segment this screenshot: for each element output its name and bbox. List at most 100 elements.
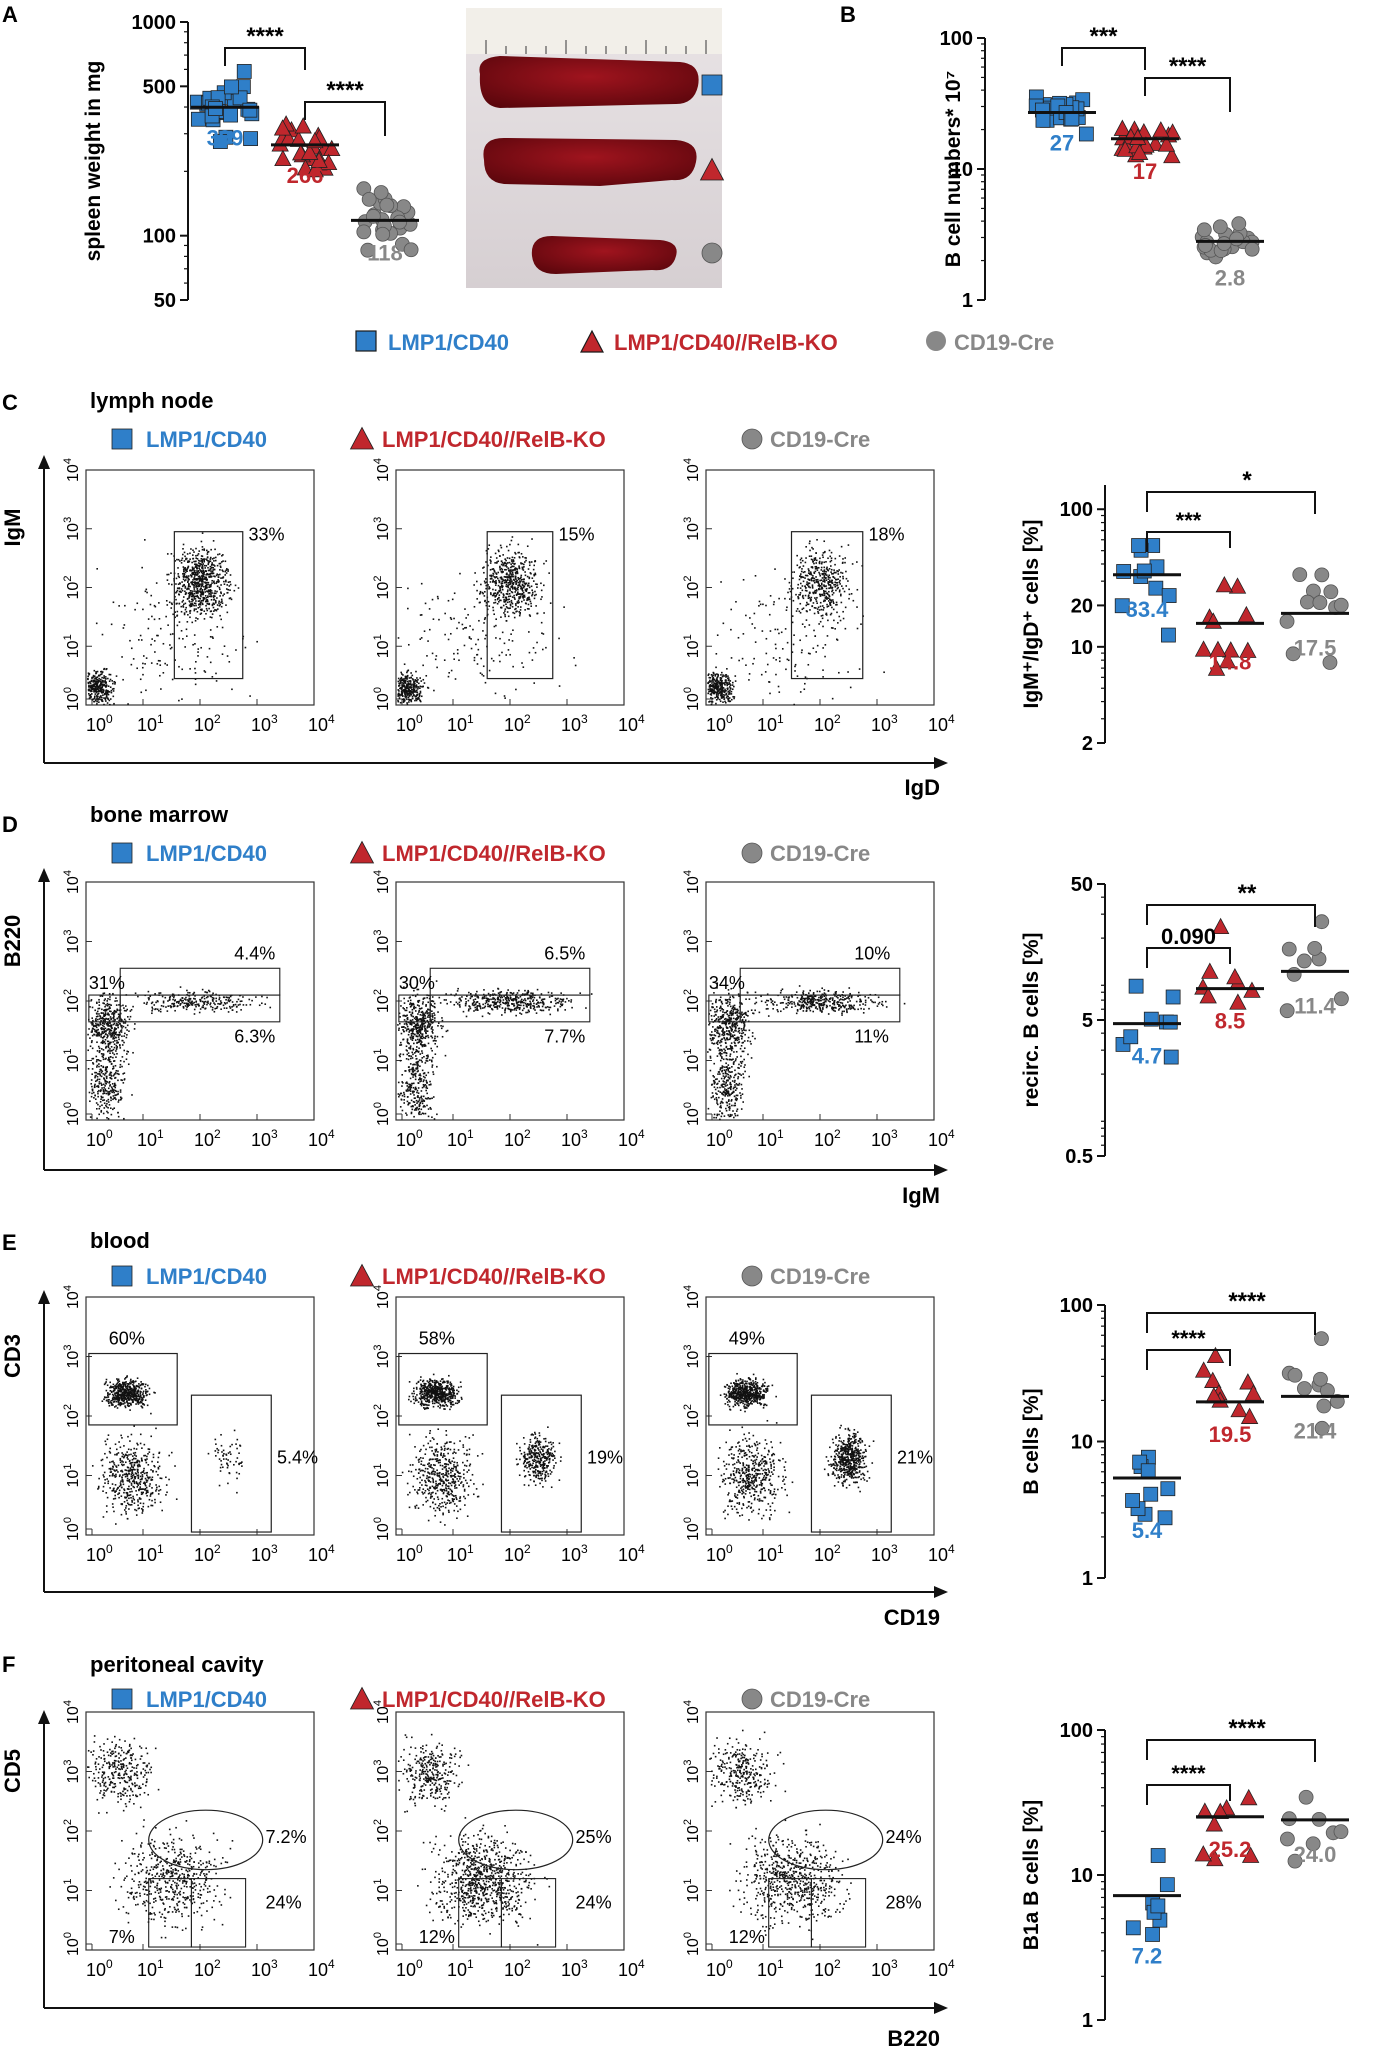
event-dot xyxy=(507,602,509,604)
event-dot xyxy=(116,1004,118,1006)
x-tick-exp: 0 xyxy=(726,712,733,726)
event-dot xyxy=(437,1036,439,1038)
event-dot xyxy=(206,565,208,567)
event-dot xyxy=(110,1016,112,1018)
event-dot xyxy=(200,593,202,595)
event-dot xyxy=(109,1061,111,1063)
event-dot xyxy=(509,590,511,592)
event-dot xyxy=(214,590,216,592)
event-dot xyxy=(91,999,93,1001)
event-dot xyxy=(183,604,185,606)
y-tick-exp: 0 xyxy=(62,687,74,693)
event-dot xyxy=(516,594,518,596)
event-dot xyxy=(181,611,183,613)
event-dot xyxy=(419,1035,421,1037)
event-dot xyxy=(111,680,113,682)
x-tick-label: 103 xyxy=(251,1127,278,1150)
event-dot xyxy=(427,1024,429,1026)
event-dot xyxy=(232,1009,234,1011)
event-dot xyxy=(109,999,111,1001)
event-dot xyxy=(720,581,722,583)
event-dot xyxy=(710,697,712,699)
spleen-photo xyxy=(466,8,722,288)
event-dot xyxy=(832,594,834,596)
event-dot xyxy=(483,622,485,624)
event-dot xyxy=(515,603,517,605)
event-dot xyxy=(425,1090,427,1092)
event-dot xyxy=(408,1059,410,1061)
event-dot xyxy=(527,608,529,610)
event-dot xyxy=(98,999,100,1001)
event-dot xyxy=(428,1116,430,1118)
event-dot xyxy=(220,1000,222,1002)
event-dot xyxy=(803,565,805,567)
event-dot xyxy=(457,649,459,651)
event-dot xyxy=(410,1063,412,1065)
event-dot xyxy=(773,601,775,603)
event-dot xyxy=(826,568,828,570)
event-dot xyxy=(401,1099,403,1101)
event-dot xyxy=(422,1070,424,1072)
event-dot xyxy=(136,602,138,604)
event-dot xyxy=(221,606,223,608)
event-dot xyxy=(210,586,212,588)
event-dot xyxy=(220,619,222,621)
event-dot xyxy=(104,1085,106,1087)
event-dot xyxy=(729,690,731,692)
event-dot xyxy=(211,564,213,566)
event-dot xyxy=(399,688,401,690)
event-dot xyxy=(151,1012,153,1014)
event-dot xyxy=(105,699,107,701)
event-dot xyxy=(559,685,561,687)
event-dot xyxy=(512,612,514,614)
event-dot xyxy=(191,1001,193,1003)
event-dot xyxy=(425,1080,427,1082)
event-dot xyxy=(220,602,222,604)
event-dot xyxy=(512,574,514,576)
event-dot xyxy=(399,1056,401,1058)
event-dot xyxy=(190,548,192,550)
event-dot xyxy=(774,629,776,631)
event-dot xyxy=(789,588,791,590)
x-tick-label: 102 xyxy=(194,1127,221,1150)
event-dot xyxy=(151,616,153,618)
event-dot xyxy=(186,1009,188,1011)
event-dot xyxy=(405,1070,407,1072)
event-dot xyxy=(102,1012,104,1014)
event-dot xyxy=(121,656,123,658)
event-dot xyxy=(123,1118,125,1120)
event-dot xyxy=(812,577,814,579)
event-dot xyxy=(167,579,169,581)
event-dot xyxy=(223,1004,225,1006)
event-dot xyxy=(185,609,187,611)
event-dot xyxy=(96,1002,98,1004)
event-dot xyxy=(202,549,204,551)
event-dot xyxy=(98,701,100,703)
event-dot xyxy=(229,589,231,591)
event-dot xyxy=(177,1005,179,1007)
event-dot xyxy=(197,651,199,653)
event-dot xyxy=(99,1008,101,1010)
event-dot xyxy=(113,1107,115,1109)
event-dot xyxy=(123,627,125,629)
event-dot xyxy=(423,1076,425,1078)
event-dot xyxy=(406,1089,408,1091)
event-dot xyxy=(522,597,524,599)
event-dot xyxy=(199,598,201,600)
event-dot xyxy=(436,1046,438,1048)
event-dot xyxy=(426,1013,428,1015)
event-dot xyxy=(227,612,229,614)
event-dot xyxy=(425,1075,427,1077)
event-dot xyxy=(833,584,835,586)
event-dot xyxy=(204,991,206,993)
event-dot xyxy=(200,647,202,649)
event-dot xyxy=(158,1010,160,1012)
event-dot xyxy=(431,1116,433,1118)
y-tick-exp: 3 xyxy=(372,517,384,523)
event-dot xyxy=(101,1012,103,1014)
event-dot xyxy=(202,581,204,583)
event-dot xyxy=(108,1101,110,1103)
event-dot xyxy=(506,573,508,575)
event-dot xyxy=(421,1041,423,1043)
y-tick-exp: 1 xyxy=(372,634,384,640)
